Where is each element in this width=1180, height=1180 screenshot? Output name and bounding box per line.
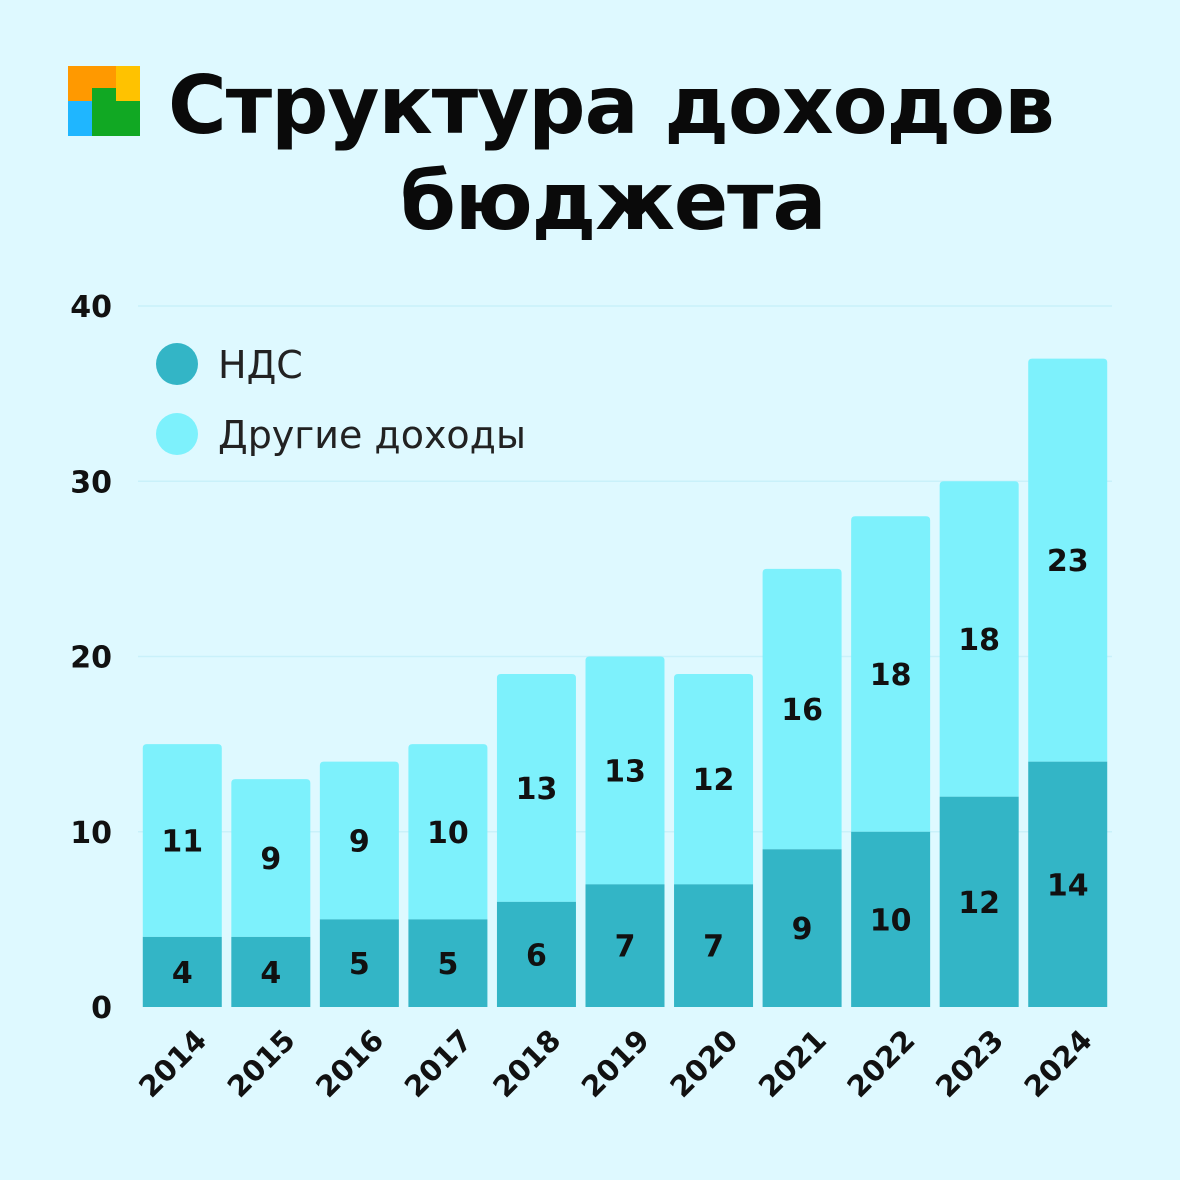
title-line-2: бюджета (400, 155, 826, 248)
bar-other-2023 (939, 481, 1019, 797)
x-tick-label-2020: 2020 (663, 1023, 744, 1104)
bar-other-2021 (762, 568, 842, 850)
bar-other-2019 (585, 656, 665, 885)
chart-bars: 4 11 4 9 5 9 5 10 6 13 7 13 7 12 9 16 10 18 12 18 14 23 (142, 358, 1108, 1007)
bar-other-2017 (408, 744, 488, 920)
legend-label-other: Другие доходы (218, 413, 526, 457)
x-tick-label-2015: 2015 (221, 1023, 302, 1104)
title-line-1: Структура доходов (168, 59, 1055, 152)
bar-vat-2017 (408, 919, 488, 1007)
data-label-other-2024: 23 (1047, 544, 1089, 579)
bar-other-2022 (851, 516, 931, 832)
bar-other-2018 (496, 674, 576, 902)
data-label-vat-2022: 10 (870, 903, 912, 938)
x-tick-label-2022: 2022 (840, 1023, 921, 1104)
bar-vat-2016 (319, 919, 399, 1007)
bar-vat-2014 (142, 936, 222, 1007)
data-label-other-2015: 9 (260, 842, 281, 877)
data-label-other-2021: 16 (781, 693, 823, 728)
data-label-other-2023: 18 (958, 623, 1000, 658)
bar-vat-2020 (674, 884, 754, 1007)
data-label-vat-2021: 9 (792, 912, 813, 947)
logo-square-yellow (116, 66, 140, 101)
y-tick-label: 40 (70, 290, 112, 325)
bar-vat-2019 (585, 884, 665, 1007)
bar-other-2015 (231, 779, 311, 937)
data-label-vat-2019: 7 (615, 930, 636, 965)
y-tick-label: 0 (91, 991, 112, 1026)
bar-vat-2015 (231, 936, 311, 1007)
data-label-other-2019: 13 (604, 754, 646, 789)
bar-other-2014 (142, 744, 222, 937)
data-label-vat-2023: 12 (958, 886, 1000, 921)
chart-legend: НДС Другие доходы (156, 343, 526, 457)
bar-other-2016 (319, 761, 399, 920)
bar-vat-2022 (851, 831, 931, 1007)
x-tick-label-2019: 2019 (575, 1023, 656, 1104)
data-label-other-2018: 13 (516, 772, 558, 807)
data-label-other-2022: 18 (870, 658, 912, 693)
bar-other-2024 (1028, 358, 1108, 762)
data-label-vat-2016: 5 (349, 947, 370, 982)
x-tick-label-2018: 2018 (486, 1023, 567, 1104)
data-label-other-2016: 9 (349, 825, 370, 860)
x-tick-label-2017: 2017 (398, 1023, 479, 1104)
x-tick-label-2021: 2021 (752, 1023, 833, 1104)
logo-square-blue (68, 101, 92, 136)
legend-marker-vat (156, 343, 198, 385)
data-label-other-2020: 12 (693, 763, 735, 798)
y-axis-ticks: 0 10 20 30 40 (70, 290, 112, 1026)
data-label-vat-2014: 4 (172, 956, 193, 991)
bar-vat-2018 (496, 901, 576, 1007)
data-label-vat-2024: 14 (1047, 868, 1089, 903)
x-tick-label-2023: 2023 (929, 1023, 1010, 1104)
x-axis-ticks: 2014 2015 2016 2017 2018 2019 2020 2021 2022 2023… (132, 1023, 1099, 1104)
data-label-vat-2020: 7 (703, 930, 724, 965)
page-title: Структура доходов бюджета (168, 58, 1158, 250)
y-tick-label: 10 (70, 816, 112, 851)
logo-square-green-middle (92, 88, 116, 101)
bar-vat-2021 (762, 849, 842, 1007)
bar-vat-2023 (939, 796, 1019, 1007)
legend-label-vat: НДС (218, 343, 303, 387)
data-label-other-2014: 11 (161, 825, 203, 860)
data-label-vat-2018: 6 (526, 938, 547, 973)
x-tick-label-2024: 2024 (1018, 1023, 1099, 1104)
data-label-vat-2015: 4 (260, 956, 281, 991)
bar-vat-2024 (1028, 761, 1108, 1007)
logo-icon (68, 66, 140, 136)
logo-square-green-bottom (92, 101, 140, 136)
y-tick-label: 30 (70, 465, 112, 500)
four-square-logo-icon (68, 66, 140, 136)
x-tick-label-2014: 2014 (132, 1023, 213, 1104)
data-label-other-2017: 10 (427, 816, 469, 851)
x-tick-label-2016: 2016 (309, 1023, 390, 1104)
y-tick-label: 20 (70, 641, 112, 676)
data-label-vat-2017: 5 (437, 947, 458, 982)
legend-marker-other (156, 413, 198, 455)
bar-other-2020 (674, 674, 754, 885)
